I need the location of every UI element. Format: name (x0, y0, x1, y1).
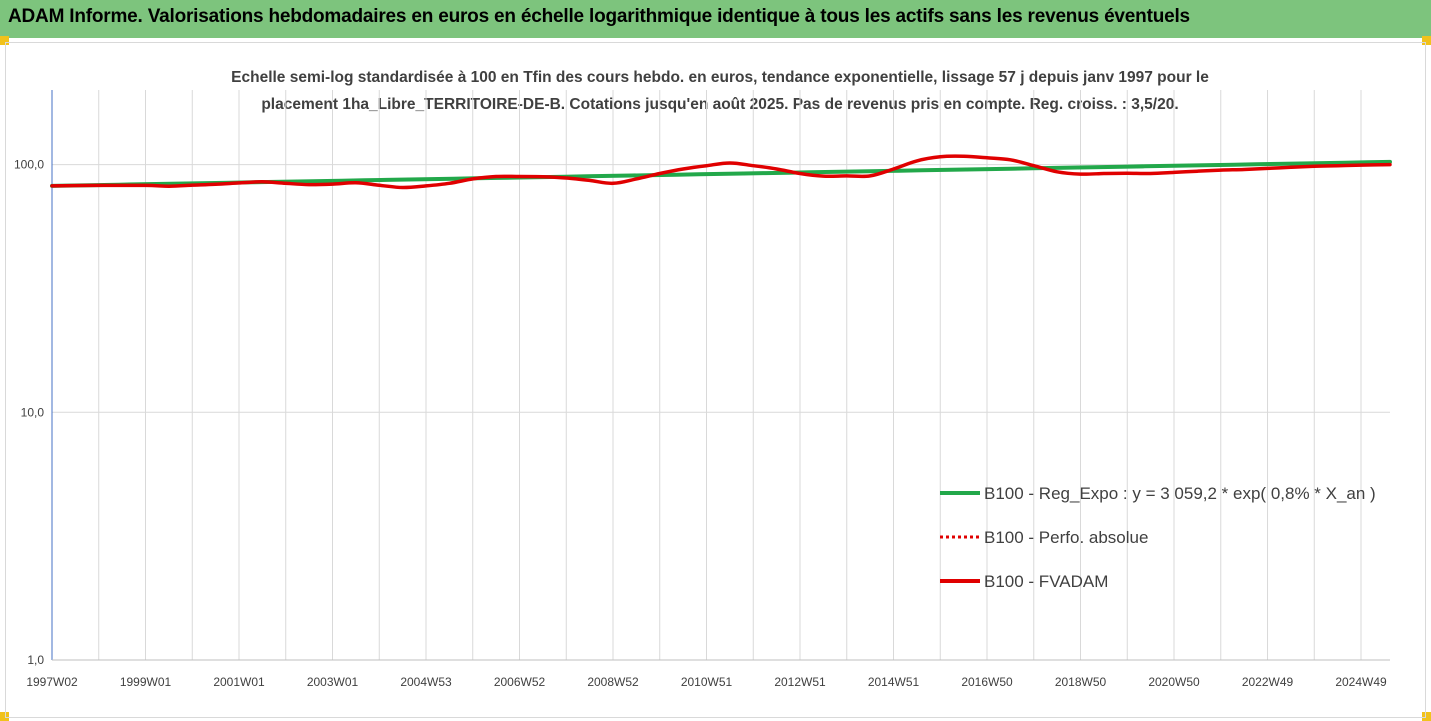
corner-marker-right (1422, 36, 1431, 45)
x-tick-label: 2008W52 (587, 675, 639, 689)
x-tick-label: 2003W01 (307, 675, 359, 689)
x-tick-label: 2016W50 (961, 675, 1013, 689)
y-tick-label: 1,0 (27, 653, 44, 667)
y-tick-label: 10,0 (21, 405, 45, 419)
report-banner: ADAM Informe. Valorisations hebdomadaire… (0, 0, 1431, 38)
corner-marker-bottom-right (1422, 712, 1431, 721)
x-tick-label: 2012W51 (774, 675, 826, 689)
x-tick-label: 1997W02 (26, 675, 78, 689)
legend-label-1: B100 - Perfo. absolue (984, 528, 1148, 547)
x-tick-label: 2024W49 (1335, 675, 1387, 689)
y-tick-label: 100,0 (14, 158, 44, 172)
x-tick-label: 2020W50 (1148, 675, 1200, 689)
legend-label-0: B100 - Reg_Expo : y = 3 059,2 * exp( 0,8… (984, 484, 1376, 503)
report-title: ADAM Informe. Valorisations hebdomadaire… (8, 6, 1190, 27)
x-tick-label: 2010W51 (681, 675, 733, 689)
chart-title-line-1: Echelle semi-log standardisée à 100 en T… (231, 69, 1209, 86)
chart-title-line-2: placement 1ha_Libre_TERRITOIRE-DE-B. Cot… (261, 96, 1179, 113)
chart-title: Echelle semi-log standardisée à 100 en T… (160, 64, 1280, 118)
x-tick-label: 2004W53 (400, 675, 452, 689)
x-tick-label: 1999W01 (120, 675, 172, 689)
x-tick-label: 2018W50 (1055, 675, 1107, 689)
legend-label-2: B100 - FVADAM (984, 572, 1108, 591)
x-tick-label: 2014W51 (868, 675, 920, 689)
corner-marker-bottom-left (0, 712, 9, 721)
chart-frame (5, 42, 1426, 718)
x-tick-label: 2006W52 (494, 675, 546, 689)
corner-marker-left (0, 36, 9, 45)
x-tick-label: 2022W49 (1242, 675, 1294, 689)
x-tick-label: 2001W01 (213, 675, 265, 689)
series-line-2 (50, 154, 1392, 190)
